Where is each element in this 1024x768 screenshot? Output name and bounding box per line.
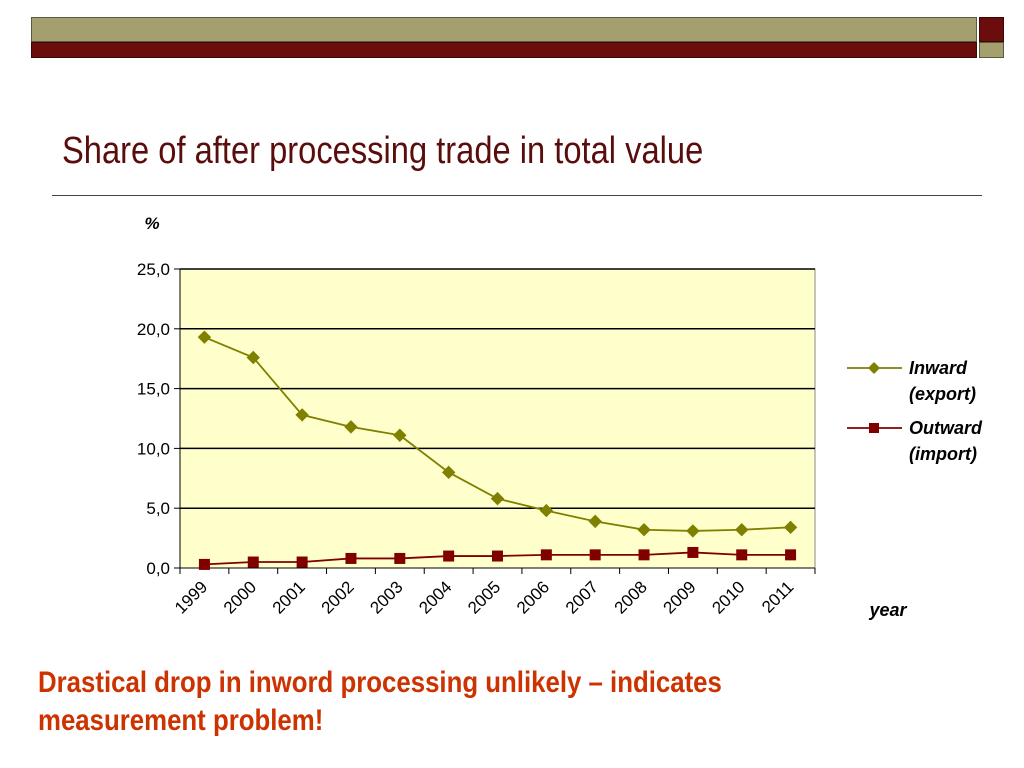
data-point-square <box>296 556 308 568</box>
y-tick-label: 25,0 <box>137 260 170 279</box>
data-point-square <box>736 549 748 561</box>
x-tick-label: 2005 <box>464 577 504 617</box>
data-point-diamond <box>490 491 505 506</box>
data-point-square <box>589 549 601 561</box>
y-tick-label: 10,0 <box>137 439 170 458</box>
data-point-square <box>638 549 650 561</box>
x-tick-label: 2000 <box>220 577 260 617</box>
plot-area <box>179 268 816 569</box>
data-point-diamond <box>246 350 260 365</box>
data-point-diamond <box>441 465 456 480</box>
data-point-square <box>785 549 797 561</box>
x-tick-label: 2011 <box>758 577 797 616</box>
x-tick-label: 2003 <box>366 577 406 617</box>
data-point-diamond <box>393 428 407 442</box>
x-tick-label: 2010 <box>708 577 748 617</box>
data-point-square <box>394 552 406 564</box>
y-tick-label: 5,0 <box>146 499 170 518</box>
x-tick-label: 2007 <box>562 577 602 617</box>
data-point-diamond <box>637 523 651 537</box>
data-point-diamond <box>197 330 212 344</box>
data-point-diamond <box>539 503 554 518</box>
data-point-diamond <box>735 523 749 537</box>
legend-label: (import) <box>909 444 977 464</box>
data-point-square <box>492 550 503 562</box>
data-point-diamond <box>344 420 358 434</box>
data-point-square <box>247 556 259 568</box>
title-divider <box>52 195 982 196</box>
data-point-diamond <box>588 514 602 529</box>
slide-footnote: Drastical drop in inword processing unli… <box>38 666 722 737</box>
data-point-diamond <box>783 520 798 535</box>
data-point-square <box>443 550 455 562</box>
x-tick-label: 2006 <box>513 577 553 617</box>
header-square-olive <box>979 42 1004 58</box>
x-tick-label: 2008 <box>611 577 651 617</box>
y-tick-label: 15,0 <box>137 380 170 399</box>
slide-title: Share of after processing trade in total… <box>62 130 704 172</box>
data-point-square <box>687 546 699 558</box>
y-tick-label: 20,0 <box>137 320 170 339</box>
data-point-square <box>540 549 552 561</box>
x-tick-label: 1999 <box>171 577 211 617</box>
y-tick-label: 0,0 <box>146 559 170 578</box>
x-tick-label: 2002 <box>318 577 358 617</box>
legend-marker-square <box>869 423 879 433</box>
y-axis-label: % <box>144 214 159 233</box>
data-point-diamond <box>686 524 700 538</box>
header-bar-olive <box>31 17 977 42</box>
legend-label: Outward <box>909 418 983 438</box>
data-point-square <box>345 552 357 564</box>
data-point-diamond <box>295 408 309 422</box>
x-tick-label: 2009 <box>660 577 700 617</box>
legend-marker-diamond <box>868 362 880 374</box>
header-square-maroon <box>979 17 1004 42</box>
legend-label: Inward <box>909 358 968 378</box>
x-tick-label: 2001 <box>269 577 309 617</box>
x-axis-label: year <box>868 600 907 620</box>
header-bar-maroon <box>31 42 977 58</box>
data-point-square <box>198 558 210 570</box>
legend-label: (export) <box>909 384 976 404</box>
x-tick-label: 2004 <box>415 577 455 617</box>
